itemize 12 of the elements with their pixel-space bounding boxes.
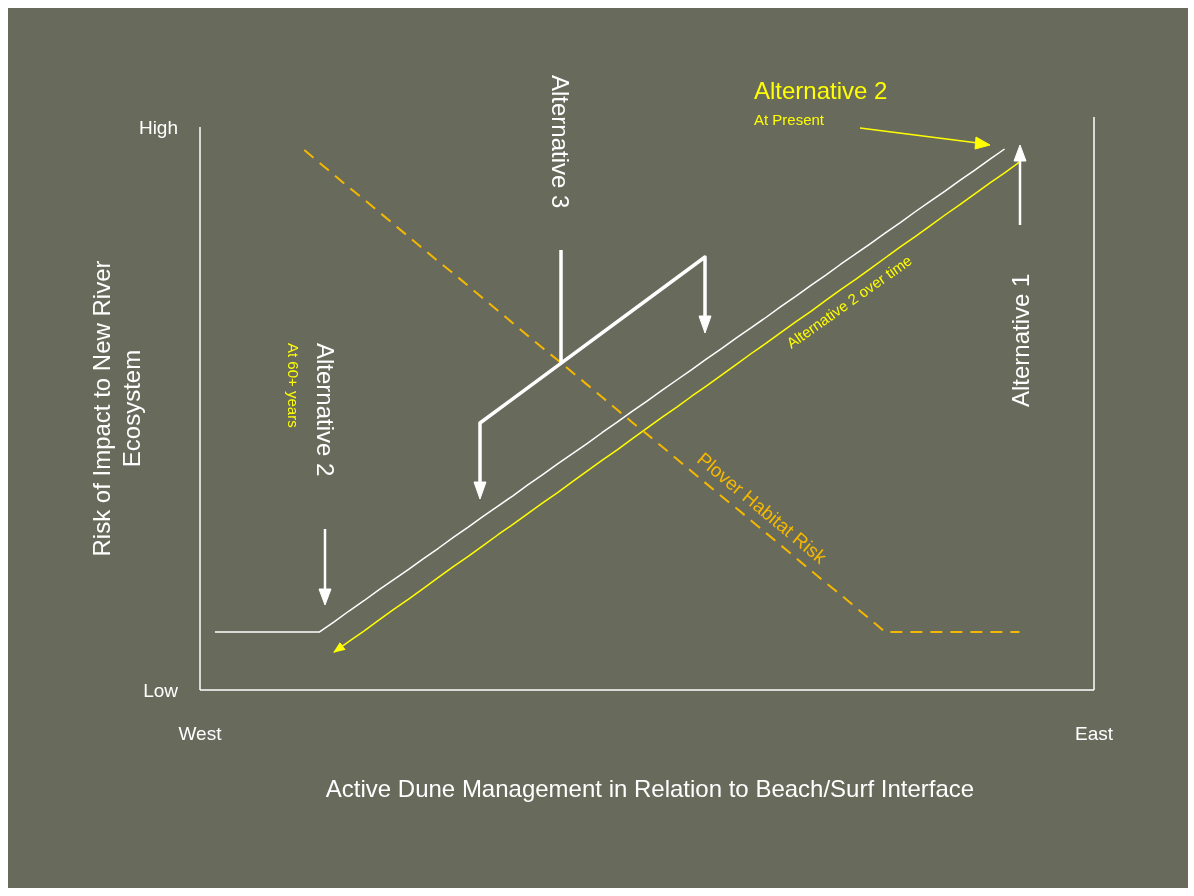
annotation: Alternative 1 [1007, 273, 1034, 407]
text: Alternative 2 [754, 77, 888, 104]
annotation: Alternative 2 [312, 343, 339, 477]
y-axis-title: Risk of Impact to New River Ecosystem [88, 260, 145, 557]
annotation: Alternative 3 [547, 75, 574, 209]
x-axis-title: Active Dune Management in Relation to Beach/Surf Interface [325, 775, 975, 802]
text: Low [143, 679, 179, 701]
text: At Present [754, 111, 825, 128]
text: High [138, 116, 178, 138]
x-tick-label: East [1074, 723, 1114, 744]
annotation: At 60+ years [285, 343, 302, 428]
x-tick-label: West [178, 723, 223, 744]
